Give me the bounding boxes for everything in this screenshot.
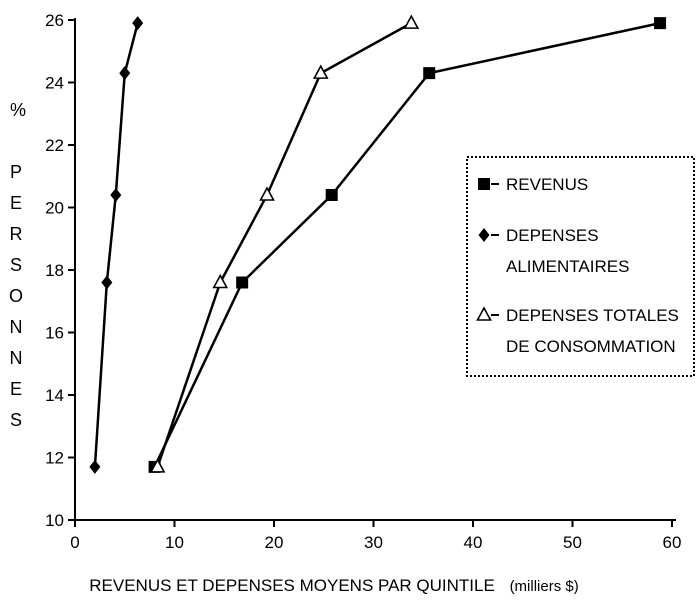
data-point (312, 64, 329, 79)
legend-marker (478, 178, 490, 190)
x-tick-label: 30 (364, 533, 383, 552)
y-axis-percent-symbol: % (10, 100, 26, 120)
y-tick-label: 18 (45, 261, 64, 280)
series-diamond (89, 16, 144, 474)
legend-label: DEPENSES TOTALES (506, 306, 679, 325)
y-tick-label: 26 (45, 11, 64, 30)
data-point (403, 14, 420, 29)
data-point (119, 66, 131, 81)
x-tick-label: 60 (663, 533, 682, 552)
data-point (325, 189, 338, 201)
data-point (101, 275, 113, 290)
tick-marks: 0 10 20 30 40 50 60 10 12 14 16 18 20 22 24 26 (45, 11, 681, 552)
data-point (423, 67, 436, 80)
y-tick-label: 10 (45, 511, 64, 530)
y-tick-label: 16 (45, 324, 64, 343)
data-point (212, 273, 229, 289)
y-tick-label: 22 (45, 136, 64, 155)
y-tick-label: 14 (45, 386, 64, 405)
legend-label: DEPENSES (506, 226, 599, 245)
legend: REVENUS DEPENSES ALIMENTAIRES DEPENSES TOTA… (466, 156, 695, 377)
data-point (149, 458, 166, 473)
data-point (110, 188, 122, 202)
legend-marker (478, 228, 490, 242)
legend-label: REVENUS (506, 175, 588, 194)
legend-label: DE CONSOMMATION (506, 337, 676, 356)
data-point (89, 459, 101, 474)
x-tick-label: 0 (70, 533, 79, 552)
legend-entry: DEPENSES TOTALES DE CONSOMMATION (476, 306, 679, 356)
x-axis-title-unit: (milliers $) (510, 578, 579, 595)
legend-label: ALIMENTAIRES (506, 257, 629, 276)
y-tick-label: 24 (45, 74, 64, 93)
legend-entry: DEPENSES ALIMENTAIRES (478, 226, 629, 276)
legend-entry: REVENUS (478, 175, 588, 194)
data-point (259, 186, 275, 201)
y-tick-label: 20 (45, 199, 64, 218)
data-point (654, 17, 667, 30)
series-layer (89, 14, 667, 474)
series-triangle (149, 14, 420, 473)
y-tick-label: 12 (45, 449, 64, 468)
x-axis-title-main: REVENUS ET DEPENSES MOYENS PAR QUINTILE (89, 576, 495, 595)
x-tick-label: 50 (563, 533, 582, 552)
x-tick-label: 40 (464, 533, 483, 552)
series-line (93, 22, 139, 467)
legend-box (466, 156, 695, 377)
data-point (132, 16, 144, 31)
legend-marker (476, 306, 492, 321)
data-point (236, 276, 249, 289)
x-tick-label: 20 (265, 533, 284, 552)
x-axis-title: REVENUS ET DEPENSES MOYENS PAR QUINTILE … (89, 576, 578, 595)
x-tick-label: 10 (165, 533, 184, 552)
series-line (156, 22, 412, 468)
